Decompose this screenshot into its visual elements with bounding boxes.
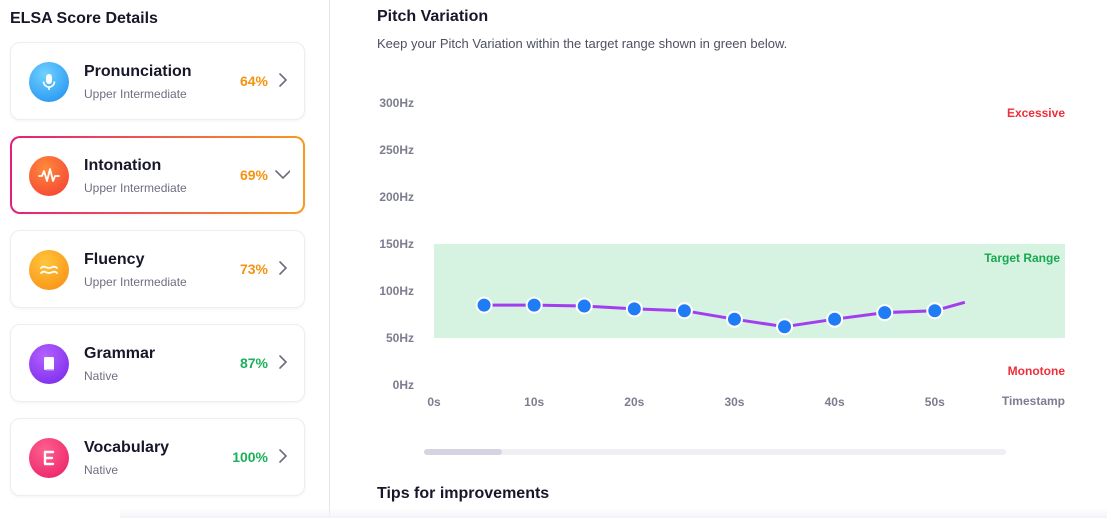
excessive-label: Excessive bbox=[1007, 106, 1065, 120]
chevron-down-icon bbox=[275, 170, 290, 180]
approx-icon bbox=[29, 250, 69, 290]
card-percent: 87% bbox=[239, 355, 268, 371]
bottom-fade bbox=[120, 508, 1107, 518]
microphone-icon bbox=[29, 62, 69, 102]
y-tick-label: 150Hz bbox=[379, 237, 414, 251]
card-percent: 69% bbox=[239, 167, 268, 183]
pitch-point bbox=[876, 304, 894, 322]
card-fluency[interactable]: Fluency Upper Intermediate 73% bbox=[10, 230, 305, 308]
y-tick-label: 100Hz bbox=[379, 284, 414, 298]
card-pronunciation[interactable]: Pronunciation Upper Intermediate 64% bbox=[10, 42, 305, 120]
pitch-point bbox=[475, 296, 493, 314]
wave-icon bbox=[29, 156, 69, 196]
chevron-right-icon bbox=[279, 261, 288, 275]
x-tick-label: 40s bbox=[825, 395, 845, 409]
y-tick-label: 0Hz bbox=[393, 378, 414, 392]
pitch-point bbox=[776, 318, 794, 336]
tips-title: Tips for improvements bbox=[377, 485, 550, 502]
card-vocabulary[interactable]: Vocabulary Native 100% bbox=[10, 418, 305, 496]
card-level: Native bbox=[84, 463, 119, 477]
target-range-band bbox=[434, 244, 1065, 338]
x-tick-label: 0s bbox=[427, 395, 441, 409]
x-tick-label: 30s bbox=[724, 395, 744, 409]
chevron-right-icon bbox=[279, 449, 288, 463]
chevron-right-icon bbox=[279, 73, 288, 87]
card-level: Upper Intermediate bbox=[84, 181, 187, 195]
pitch-point bbox=[525, 296, 543, 314]
x-tick-label: 20s bbox=[624, 395, 644, 409]
section-subtitle: Keep your Pitch Variation within the tar… bbox=[377, 36, 788, 51]
card-level: Upper Intermediate bbox=[84, 87, 187, 101]
letter-e-icon bbox=[29, 438, 69, 478]
card-name: Intonation bbox=[84, 157, 162, 174]
chevron-right-icon bbox=[279, 355, 288, 369]
pitch-point bbox=[575, 297, 593, 315]
pitch-point bbox=[725, 310, 743, 328]
card-intonation[interactable]: Intonation Upper Intermediate 69% bbox=[10, 136, 305, 214]
pitch-variation-chart: Target Range Excessive Monotone 0Hz 50Hz 100H… bbox=[379, 96, 1066, 409]
panel-title: ELSA Score Details bbox=[10, 10, 158, 27]
x-axis-label: Timestamp bbox=[1002, 394, 1065, 408]
card-level: Native bbox=[84, 369, 119, 383]
card-name: Vocabulary bbox=[84, 439, 170, 456]
card-name: Fluency bbox=[84, 251, 145, 268]
x-tick-label: 10s bbox=[524, 395, 544, 409]
monotone-label: Monotone bbox=[1008, 364, 1066, 378]
y-tick-label: 200Hz bbox=[379, 190, 414, 204]
score-details-panel: ELSA Score Details Pronunciation Upper I… bbox=[0, 0, 330, 518]
y-tick-label: 250Hz bbox=[379, 143, 414, 157]
card-percent: 64% bbox=[239, 73, 268, 89]
chart-scrollbar[interactable] bbox=[424, 449, 1006, 455]
card-percent: 100% bbox=[232, 449, 268, 465]
card-level: Upper Intermediate bbox=[84, 275, 187, 289]
target-range-label: Target Range bbox=[984, 251, 1060, 265]
scroll-thumb[interactable] bbox=[424, 449, 502, 455]
pitch-point bbox=[625, 300, 643, 318]
pitch-point bbox=[675, 302, 693, 320]
x-tick-label: 50s bbox=[925, 395, 945, 409]
card-grammar[interactable]: Grammar Native 87% bbox=[10, 324, 305, 402]
pitch-point bbox=[926, 302, 944, 320]
pitch-point bbox=[826, 310, 844, 328]
card-name: Pronunciation bbox=[84, 63, 192, 80]
card-percent: 73% bbox=[239, 261, 268, 277]
section-title: Pitch Variation bbox=[377, 8, 489, 25]
y-tick-label: 300Hz bbox=[379, 96, 414, 110]
card-name: Grammar bbox=[84, 345, 156, 362]
book-icon bbox=[29, 344, 69, 384]
y-tick-label: 50Hz bbox=[386, 331, 414, 345]
